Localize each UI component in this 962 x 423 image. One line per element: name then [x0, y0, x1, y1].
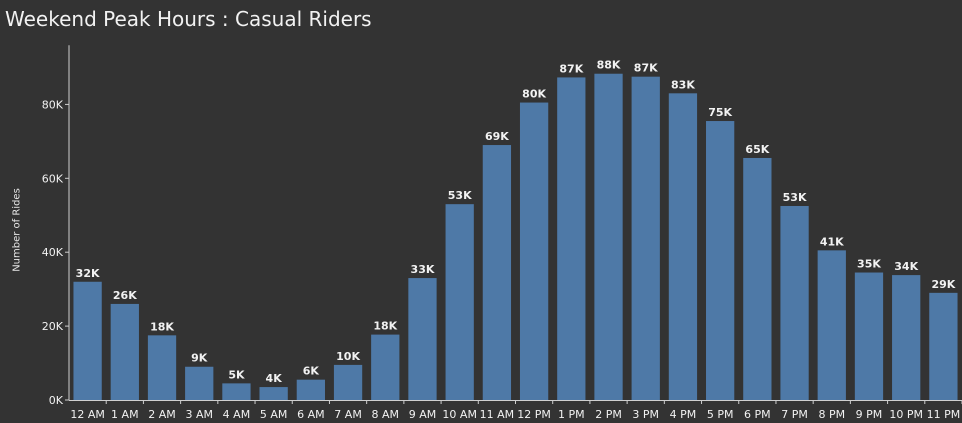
- bar-data-label: 29K: [931, 278, 955, 291]
- bar-data-label: 75K: [708, 106, 732, 119]
- bar-data-label: 53K: [448, 189, 472, 202]
- bar-data-label: 35K: [857, 258, 881, 271]
- x-tick-label: 8 AM: [372, 408, 400, 421]
- bar: [892, 275, 921, 400]
- x-tick-label: 11 AM: [480, 408, 515, 421]
- bar-data-label: 4K: [266, 372, 283, 385]
- x-tick-label: 3 PM: [632, 408, 659, 421]
- x-tick-label: 1 PM: [558, 408, 585, 421]
- y-tick-label: 60K: [42, 172, 64, 185]
- bar: [668, 93, 698, 400]
- y-tick-label: 40K: [42, 246, 64, 259]
- y-tick-label: 0K: [49, 394, 64, 407]
- x-tick-label: 7 AM: [334, 408, 362, 421]
- bar: [557, 77, 586, 400]
- bar: [706, 121, 735, 400]
- bar: [296, 379, 325, 400]
- x-tick-label: 9 AM: [409, 408, 437, 421]
- bar: [817, 250, 846, 400]
- bar-data-label: 32K: [76, 267, 100, 280]
- bar: [519, 102, 549, 401]
- bar-data-label: 87K: [559, 62, 583, 75]
- x-axis: 12 AM 1 AM 2 AM 3 AM 4 AM 5 AM 6 AM 7 AM 8 AM 9 A…: [69, 400, 962, 421]
- x-tick-label: 12 AM: [70, 408, 105, 421]
- x-tick-label: 4 AM: [223, 408, 251, 421]
- x-tick-label: 7 PM: [781, 408, 808, 421]
- bar: [73, 281, 102, 400]
- bar-data-label: 5K: [228, 368, 245, 381]
- y-tick-label: 80K: [42, 98, 64, 111]
- bar: [110, 303, 139, 400]
- bar-data-label: 18K: [150, 320, 174, 333]
- bar-data-label: 10K: [336, 350, 360, 363]
- bar-data-label: 9K: [191, 352, 208, 365]
- x-tick-label: 9 PM: [856, 408, 883, 421]
- bar-data-label: 53K: [783, 191, 807, 204]
- bar: [259, 387, 288, 400]
- x-tick-label: 8 PM: [818, 408, 845, 421]
- bar-data-label: 83K: [671, 78, 695, 91]
- x-tick-label: 4 PM: [670, 408, 697, 421]
- bar: [780, 206, 809, 400]
- bar-data-label: 88K: [597, 59, 621, 72]
- x-tick-label: 3 AM: [185, 408, 213, 421]
- chart-title: Weekend Peak Hours : Casual Riders: [5, 7, 372, 31]
- x-tick-label: 5 PM: [707, 408, 734, 421]
- bar-data-label: 80K: [522, 88, 546, 101]
- bar: [445, 204, 474, 400]
- bar: [147, 335, 177, 400]
- bar: [929, 292, 958, 400]
- bar: [371, 334, 400, 400]
- x-tick-label: 11 PM: [927, 408, 961, 421]
- x-tick-label: 5 AM: [260, 408, 288, 421]
- bar-data-label: 26K: [113, 289, 137, 302]
- x-tick-label: 6 PM: [744, 408, 771, 421]
- x-tick-label: 10 PM: [889, 408, 923, 421]
- bar: [185, 366, 214, 400]
- y-axis: 0K 20K 40K 60K 80K: [42, 45, 70, 407]
- x-tick-label: 2 PM: [595, 408, 622, 421]
- bar: [482, 145, 512, 400]
- bar: [594, 73, 623, 400]
- bar: [333, 364, 363, 400]
- bar-data-label: 33K: [411, 263, 435, 276]
- bar: [408, 278, 437, 400]
- x-tick-label: 12 PM: [517, 408, 551, 421]
- bar-data-label: 65K: [745, 143, 769, 156]
- bar-data-label: 18K: [373, 320, 397, 333]
- bar-data-label: 34K: [894, 260, 918, 273]
- bar-data-label: 87K: [634, 62, 658, 75]
- bar: [631, 76, 660, 400]
- bar-data-label: 41K: [820, 235, 844, 248]
- bar: [854, 272, 884, 400]
- x-tick-label: 10 AM: [442, 408, 477, 421]
- x-tick-label: 6 AM: [297, 408, 325, 421]
- x-tick-label: 1 AM: [111, 408, 139, 421]
- bar-data-label: 6K: [303, 365, 320, 378]
- bar-data-label: 69K: [485, 130, 509, 143]
- bar-labels-group: 32K 26K 18K 9K 5K 4K 6K 10K 18K 33K 53K 69K 80K 87K 88…: [76, 59, 956, 385]
- bar: [222, 383, 251, 400]
- bar: [743, 157, 772, 400]
- bars-group: [73, 73, 958, 401]
- y-tick-label: 20K: [42, 320, 64, 333]
- x-tick-label: 2 AM: [148, 408, 176, 421]
